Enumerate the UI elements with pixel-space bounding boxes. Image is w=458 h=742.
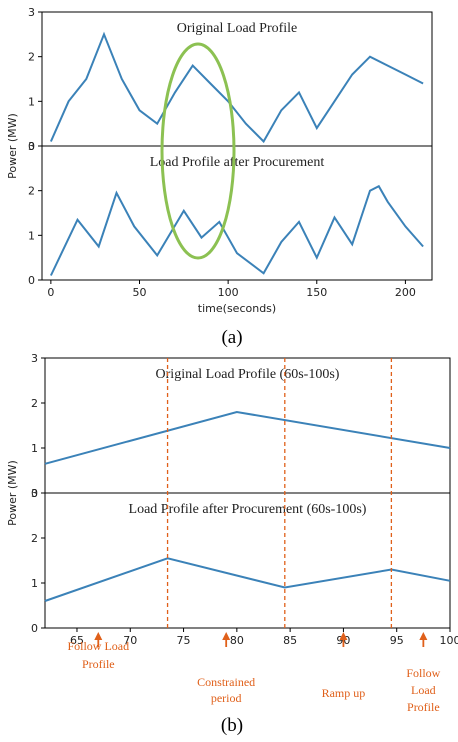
series-line-a-2: [49, 184, 424, 276]
x-tick-label: 70: [123, 634, 137, 647]
annotation-label: Constrained: [197, 675, 255, 689]
annotation-label: Follow Load: [67, 639, 129, 653]
x-tick-label: 100: [440, 634, 458, 647]
highlight-ellipse: [160, 42, 236, 260]
y-tick-label: 1: [28, 229, 35, 242]
y-tick-label: 0: [31, 622, 38, 635]
x-tick-label: 65: [70, 634, 84, 647]
annotation-label: Profile: [407, 700, 440, 714]
y-tick-label: 2: [31, 397, 38, 410]
subplot-title: Original Load Profile: [177, 21, 298, 36]
y-tick-label: 3: [28, 140, 35, 153]
annotation-arrow-head: [339, 632, 348, 640]
figure-caption: (a): [221, 327, 242, 348]
subplot-title: Load Profile after Procurement: [150, 155, 325, 170]
annotation-label: Follow: [406, 666, 440, 680]
annotation-arrow-head: [222, 632, 231, 640]
y-axis-label: Power (MW): [6, 460, 19, 526]
subplot-title: Load Profile after Procurement (60s-100s…: [129, 502, 367, 517]
x-tick-label: 200: [395, 286, 416, 299]
y-tick-label: 3: [28, 6, 35, 19]
figure-caption: (b): [221, 715, 243, 736]
y-axis-label: Power (MW): [6, 113, 19, 179]
annotation-arrow-head: [419, 632, 428, 640]
series-line-b-2: [44, 557, 451, 602]
x-tick-label: 95: [390, 634, 404, 647]
y-tick-label: 2: [31, 532, 38, 545]
series-line-b-1: [44, 410, 451, 465]
plot-a-2-frame: [41, 145, 433, 281]
annotation-label: period: [211, 691, 242, 705]
y-tick-label: 2: [28, 185, 35, 198]
x-axis-label: time(seconds): [198, 302, 276, 315]
x-tick-label: 50: [133, 286, 147, 299]
x-tick-label: 100: [218, 286, 239, 299]
subplot-title: Original Load Profile (60s-100s): [156, 367, 340, 382]
x-tick-label: 75: [177, 634, 191, 647]
y-tick-label: 2: [28, 51, 35, 64]
x-tick-label: 0: [47, 286, 54, 299]
series-line-a-1: [49, 31, 424, 144]
y-tick-label: 1: [28, 95, 35, 108]
y-tick-label: 3: [31, 487, 38, 500]
x-tick-label: 85: [283, 634, 297, 647]
annotation-label: Ramp up: [322, 686, 366, 700]
x-tick-label: 150: [306, 286, 327, 299]
y-tick-label: 3: [31, 352, 38, 365]
y-tick-label: 0: [28, 274, 35, 287]
y-tick-label: 0: [28, 140, 35, 153]
x-tick-label: 80: [230, 634, 244, 647]
y-tick-label: 1: [31, 442, 38, 455]
plot-b-2-frame: [44, 492, 451, 629]
y-tick-label: 0: [31, 487, 38, 500]
annotation-label: Profile: [82, 657, 115, 671]
annotation-label: Load: [411, 683, 436, 697]
annotation-arrow-head: [94, 632, 103, 640]
y-tick-label: 1: [31, 577, 38, 590]
